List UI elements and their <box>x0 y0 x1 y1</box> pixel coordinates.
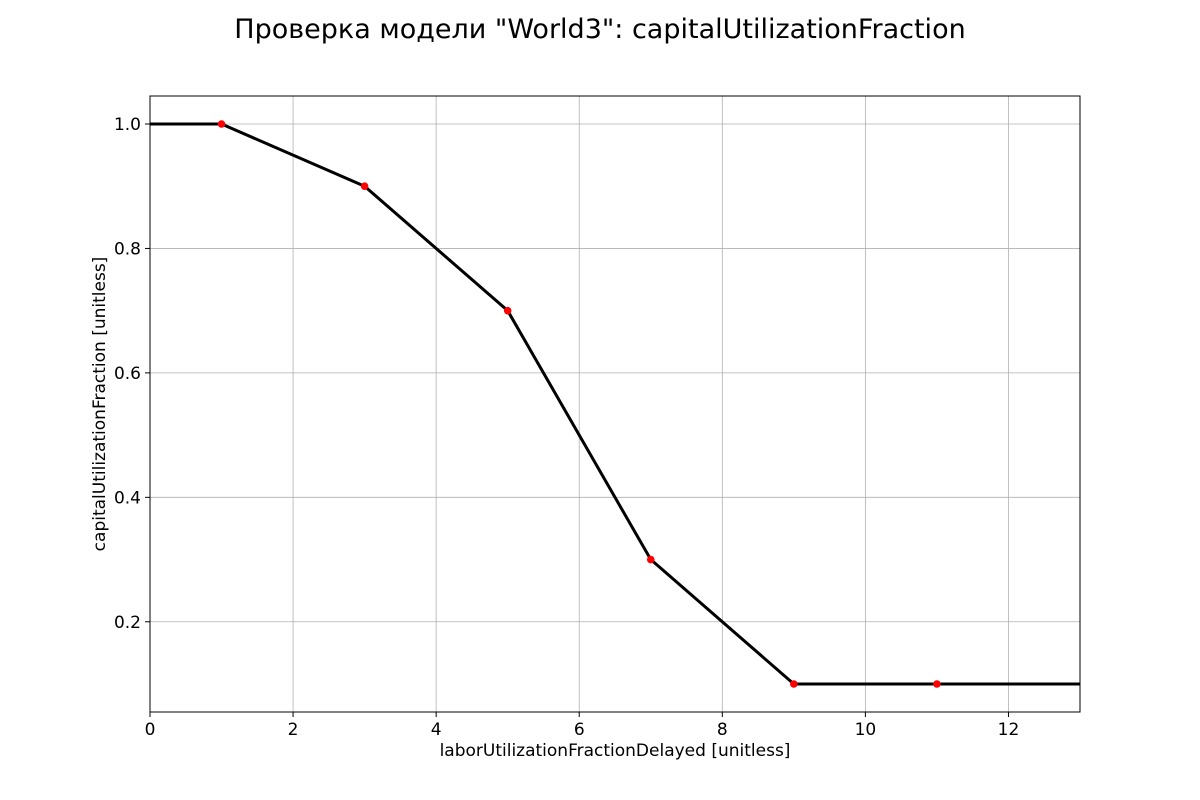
x-tick-label: 10 <box>855 720 877 740</box>
y-axis-label: capitalUtilizationFraction [unitless] <box>90 257 110 552</box>
points-layer <box>217 120 941 688</box>
data-point <box>360 182 369 191</box>
x-tick-label: 4 <box>431 720 442 740</box>
x-tick-label: 2 <box>288 720 299 740</box>
data-point <box>933 680 941 688</box>
data-point <box>790 680 798 688</box>
y-tick-label: 0.2 <box>114 613 141 633</box>
x-axis-ticks: 0 2 4 6 8 10 12 <box>145 712 1020 740</box>
x-tick-label: 6 <box>574 720 585 740</box>
y-axis-ticks: 0.2 0.4 0.6 0.8 1.0 <box>114 115 150 633</box>
data-point <box>646 555 655 564</box>
grid-layer <box>149 96 1080 712</box>
series-line <box>150 122 1080 686</box>
data-point <box>503 306 512 315</box>
y-tick-label: 0.4 <box>114 488 141 508</box>
y-tick-label: 0.6 <box>114 364 141 384</box>
x-tick-label: 12 <box>998 720 1020 740</box>
x-axis-label: laborUtilizationFractionDelayed [unitles… <box>440 741 791 761</box>
y-tick-label: 0.8 <box>114 239 141 259</box>
data-point <box>217 120 226 128</box>
plot-frame <box>149 95 1081 713</box>
series-layer <box>150 122 1080 686</box>
y-tick-label: 1.0 <box>114 115 141 135</box>
chart-title: Проверка модели "World3": capitalUtiliza… <box>234 14 965 45</box>
x-tick-label: 0 <box>145 720 156 740</box>
x-tick-label: 8 <box>717 720 728 740</box>
